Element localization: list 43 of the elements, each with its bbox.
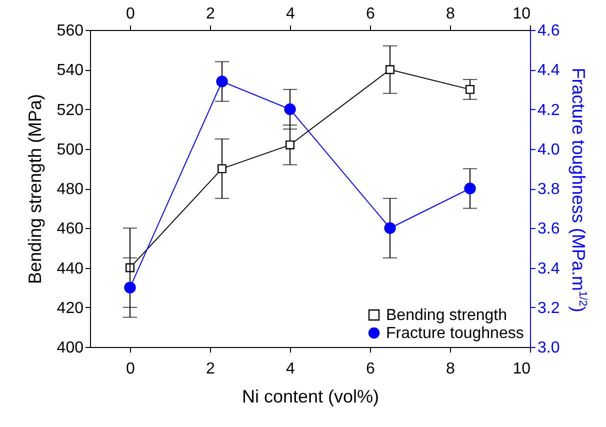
x2-tick-label: 2 <box>206 360 216 378</box>
x-tick-label: 0 <box>126 6 136 22</box>
x-tick-label: 8 <box>446 6 456 22</box>
y-tick-label: 540 <box>56 62 84 80</box>
point <box>386 65 394 74</box>
point <box>286 140 294 150</box>
y2-tick-label: 4.2 <box>538 102 560 119</box>
x-axis-title: Ni content (vol%) <box>242 386 380 406</box>
y2-tick-label: 3.2 <box>538 300 560 317</box>
y2-tick-label: 3.4 <box>538 260 560 278</box>
point <box>216 76 228 88</box>
y2-tick-label: 4.4 <box>538 62 560 80</box>
point <box>218 164 226 174</box>
x-tick-label: 2 <box>206 6 216 22</box>
point <box>464 182 476 194</box>
point <box>466 84 474 94</box>
y-tick-label: 500 <box>56 141 84 158</box>
y-axis-title: Bending strength (MPa) <box>24 94 45 284</box>
x2-tick-label: 4 <box>286 360 296 378</box>
x-tick-label: 10 <box>512 6 531 22</box>
x2-tick-label: 0 <box>126 360 136 378</box>
legend-label: Fracture toughness <box>386 325 524 342</box>
y-tick-label: 440 <box>56 260 84 278</box>
point <box>124 282 136 294</box>
y-tick-label: 520 <box>56 102 84 119</box>
y2-tick-label: 3.6 <box>538 220 560 238</box>
y-tick-label: 400 <box>56 340 84 356</box>
point <box>284 103 296 116</box>
x-tick-label: 4 <box>286 6 296 22</box>
x2-tick-label: 10 <box>512 360 531 378</box>
legend-label: Bending strength <box>386 307 507 324</box>
x2-tick-label: 6 <box>366 360 376 378</box>
y2-tick-label: 4.6 <box>538 22 560 40</box>
y-tick-label: 560 <box>56 22 84 40</box>
point <box>384 222 396 234</box>
y-tick-label: 460 <box>56 220 84 238</box>
y2-tick-label: 3.0 <box>538 340 560 356</box>
y-tick-label: 420 <box>56 300 84 317</box>
y2-tick-label: 3.8 <box>538 181 560 198</box>
y2-tick-label: 4.0 <box>538 141 560 158</box>
x-tick-label: 6 <box>366 6 376 22</box>
y-tick-label: 480 <box>56 181 84 198</box>
x2-tick-label: 8 <box>446 360 456 378</box>
